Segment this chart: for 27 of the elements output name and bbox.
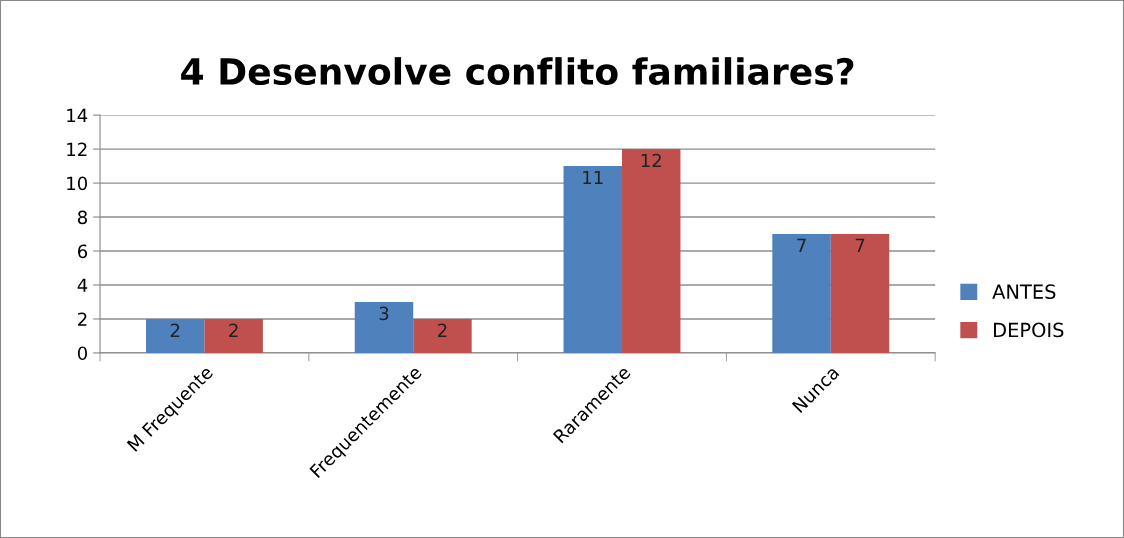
data-label: 11: [583, 170, 603, 185]
legend-label: DEPOIS: [994, 322, 1064, 338]
y-tick-label: 8: [77, 210, 87, 225]
data-label: 2: [229, 323, 238, 337]
bar: [621, 149, 681, 353]
bar: [354, 301, 414, 353]
legend-label: ANTES: [992, 284, 1056, 300]
data-label: 12: [641, 153, 661, 168]
bar: [204, 318, 263, 353]
bar: [563, 166, 622, 353]
bar: [830, 234, 890, 353]
y-tick-label: 10: [67, 176, 88, 191]
y-tick-label: 4: [77, 278, 88, 292]
data-label: 2: [438, 323, 447, 337]
y-tick-label: 12: [67, 142, 87, 156]
y-tick-label: 14: [67, 108, 88, 122]
y-tick-label: 0: [77, 346, 88, 361]
y-tick-label: 2: [78, 312, 87, 326]
data-label: 2: [170, 323, 180, 337]
bar: [413, 318, 472, 353]
data-label: 3: [379, 306, 389, 321]
y-tick-label: 6: [78, 244, 88, 259]
data-label: 7: [855, 238, 865, 252]
bar: [772, 234, 831, 353]
bar: [145, 318, 205, 353]
chart-title: 4 Desenvolve conflito familiares?: [181, 57, 854, 86]
data-label: 7: [797, 238, 806, 252]
